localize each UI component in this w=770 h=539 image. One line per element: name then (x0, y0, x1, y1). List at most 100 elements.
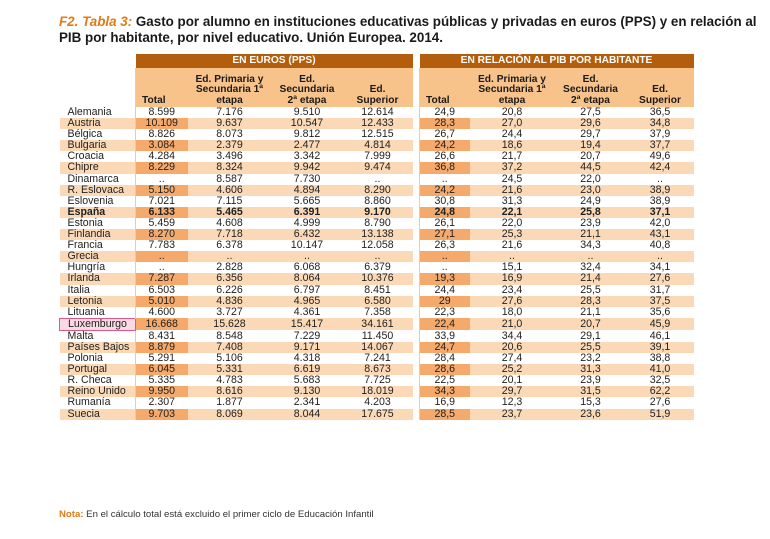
value-cell: .. (419, 173, 470, 185)
table-row: Austria 10.109 9.637 10.547 12.433 28,3 27,0 29… (59, 118, 694, 130)
value-cell: 8.860 (342, 195, 413, 207)
value-cell: 10.147 (271, 240, 343, 252)
value-cell: 33,9 (419, 330, 470, 342)
value-cell: 7.241 (342, 353, 413, 365)
table-row: Países Bajos 8.879 7.408 9.171 14.067 24,7 20,… (59, 341, 694, 354)
note-label: Nota: (59, 509, 84, 520)
country-cell: Francia (59, 240, 136, 252)
value-cell: 27,5 (554, 107, 627, 119)
value-cell: 38,8 (626, 353, 694, 365)
table-row: Portugal 6.045 5.331 6.619 8.673 28,6 25,2 31,3… (59, 364, 694, 376)
column-header: Ed. Secundaria 2ª etapa (271, 68, 343, 107)
value-cell: 8.229 (135, 162, 188, 174)
column-header-line: Ed. Primaria y (478, 74, 546, 86)
country-cell: Luxemburgo (59, 317, 136, 331)
value-cell: 10.109 (135, 118, 188, 130)
country-cell: Finlandia (59, 229, 136, 241)
value-cell: 6.045 (135, 364, 188, 376)
table-row: Estonia 5.459 4.608 4.999 8.790 26,1 22,0 23,9 4… (59, 217, 694, 230)
value-cell: 10.547 (271, 118, 343, 130)
table-row: Italia 6.503 6.226 6.797 8.451 24,4 23,4 25,5 31… (59, 284, 694, 296)
value-cell: .. (419, 251, 470, 263)
value-cell: 18,6 (469, 140, 555, 152)
value-cell: .. (626, 173, 694, 185)
value-cell: 6.379 (342, 262, 413, 274)
value-cell: 25,5 (554, 341, 627, 354)
value-cell: 24,5 (469, 173, 555, 185)
value-cell: 22,5 (419, 375, 470, 387)
country-cell: Austria (59, 118, 136, 130)
column-header: Ed. Primaria y Secundaria 1ª etapa (469, 68, 555, 107)
table-row: Bélgica 8.826 8.073 9.812 12.515 26,7 24,4 29,7… (59, 129, 694, 141)
value-cell: 3.342 (271, 151, 343, 163)
value-cell: .. (187, 251, 272, 263)
table-row: Letonia 5.010 4.836 4.965 6.580 29 27,6 28,3 37,… (59, 295, 694, 307)
group-header-euros: EN EUROS (PPS) (135, 54, 413, 68)
value-cell: 12.614 (342, 107, 413, 119)
value-cell: .. (271, 251, 343, 263)
column-header-line: Ed. (369, 84, 386, 96)
value-cell: 23,4 (469, 284, 555, 296)
column-header-line: 2ª etapa (571, 94, 610, 106)
value-cell: 27,1 (419, 229, 470, 241)
value-cell: 15,3 (554, 397, 627, 409)
value-cell: 4.606 (187, 184, 272, 196)
value-cell: 34,3 (419, 386, 470, 398)
value-cell: 34,8 (626, 118, 694, 130)
value-cell: 6.391 (271, 206, 343, 218)
table-row: Francia 7.783 6.378 10.147 12.058 26,3 21,6 34,… (59, 240, 694, 252)
value-cell: 11.450 (342, 330, 413, 342)
value-cell: 12.058 (342, 240, 413, 252)
table-row: Dinamarca.. 8.587 7.730.... 24,5 22,0.. (59, 173, 694, 185)
value-cell: 8.431 (135, 330, 188, 342)
value-cell: 4.965 (271, 295, 343, 307)
value-cell: 8.451 (342, 284, 413, 296)
value-cell: 9.474 (342, 162, 413, 174)
column-header-line: etapa (216, 94, 243, 106)
value-cell: 4.836 (187, 295, 272, 307)
value-cell: 9.942 (271, 162, 343, 174)
country-cell: Rumanía (59, 397, 136, 409)
value-cell: .. (419, 262, 470, 274)
value-cell: 9.170 (342, 206, 413, 218)
value-cell: .. (342, 251, 413, 263)
value-cell: 20,7 (554, 318, 627, 331)
value-cell: 2.307 (135, 397, 188, 409)
value-cell: 5.335 (135, 375, 188, 387)
column-header-line: Ed. (299, 74, 315, 86)
value-cell: 34,3 (554, 240, 627, 252)
value-cell: 9.703 (135, 408, 188, 420)
title-text: Gasto por alumno en instituciones educat… (59, 14, 757, 45)
value-cell: 51,9 (626, 408, 694, 420)
value-cell: 4.600 (135, 306, 188, 319)
value-cell: 3.496 (187, 151, 272, 163)
value-cell: 7.999 (342, 151, 413, 163)
value-cell: 6.356 (187, 273, 272, 285)
value-cell: 2.828 (187, 262, 272, 274)
value-cell: 4.284 (135, 151, 188, 163)
value-cell: 36,5 (626, 107, 694, 119)
value-cell: 7.287 (135, 273, 188, 285)
value-cell: 19,4 (554, 140, 627, 152)
value-cell: 20,6 (469, 341, 555, 354)
value-cell: 19,3 (419, 273, 470, 285)
value-cell: 4.203 (342, 397, 413, 409)
country-cell: Bulgaria (59, 140, 136, 152)
value-cell: 23,9 (554, 375, 627, 387)
value-cell: 4.783 (187, 375, 272, 387)
value-cell: 21,6 (469, 184, 555, 196)
column-header-line: 2ª etapa (287, 94, 327, 106)
column-header-line: Secundaria (279, 84, 335, 96)
value-cell: 22,1 (469, 206, 555, 218)
value-cell: 24,9 (419, 107, 470, 119)
table-row: Suecia 9.703 8.069 8.044 17.675 28,5 23,7 23,6 5… (59, 408, 694, 420)
value-cell: 7.718 (187, 229, 272, 241)
table-row: R. Eslovaca 5.150 4.606 4.894 8.290 24,2 21,6 2… (59, 184, 694, 196)
value-cell: 29 (419, 295, 470, 307)
value-cell: 3.084 (135, 140, 188, 152)
value-cell: 16,9 (469, 273, 555, 285)
value-cell: 9.637 (187, 118, 272, 130)
table-row: Malta 8.431 8.548 7.229 11.450 33,9 34,4 29,1 46… (59, 330, 694, 342)
group-header-pib: EN RELACIÓN AL PIB POR HABITANTE (419, 54, 694, 68)
value-cell: 3.727 (187, 306, 272, 319)
